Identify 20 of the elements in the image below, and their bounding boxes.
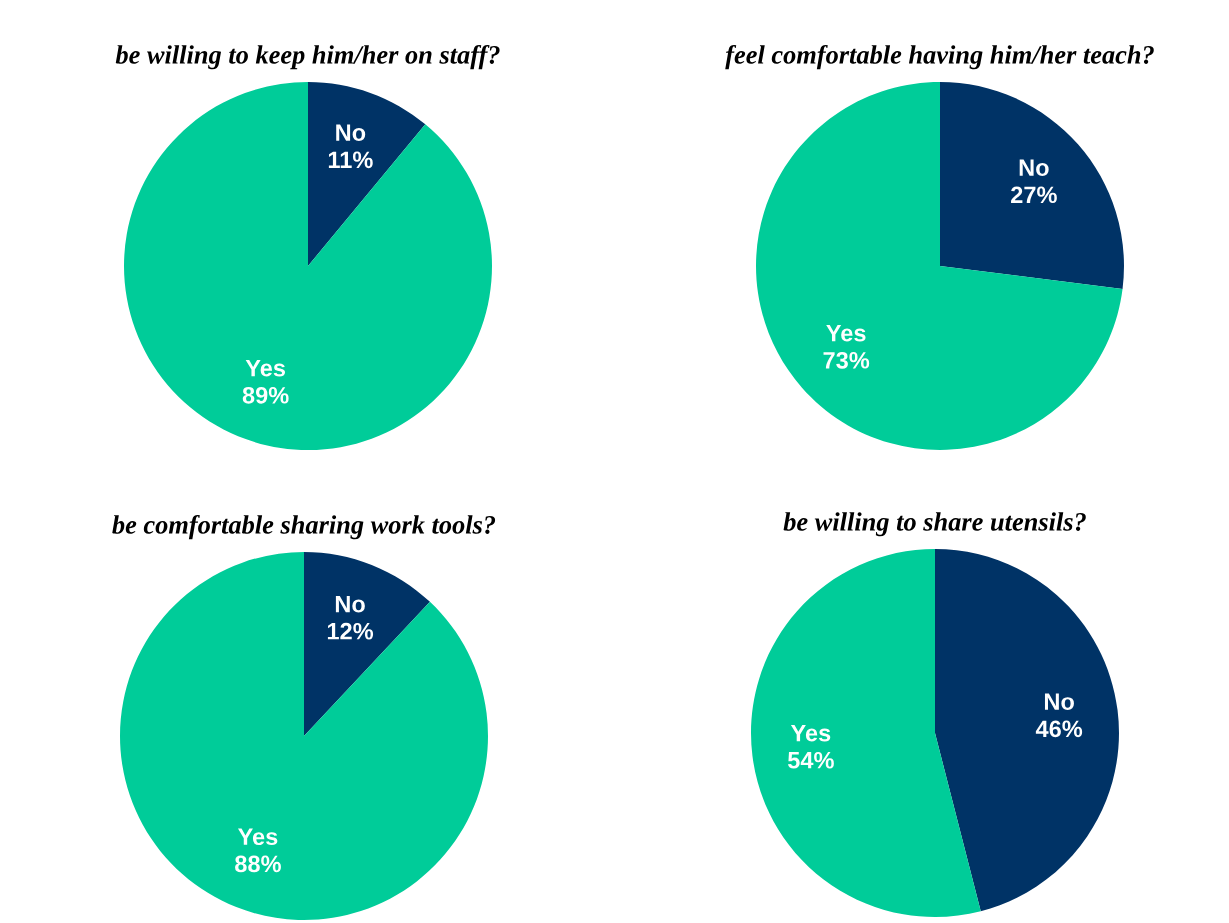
data-label: 27% (1011, 186, 1057, 204)
slice-label: Yes (237, 828, 278, 846)
data-label: 54% (787, 751, 834, 769)
slice-label: No (1044, 693, 1074, 711)
chart-title: feel comfortable having him/her teach? (725, 44, 1154, 70)
slice-label: Yes (245, 360, 286, 377)
chart-title: be comfortable sharing work tools? (112, 514, 496, 540)
data-label: 88% (235, 855, 281, 873)
slice-label: No (1019, 159, 1049, 177)
chart-title: be willing to keep him/her on staff? (115, 44, 500, 70)
chart-title: be willing to share utensils? (783, 512, 1086, 537)
data-label: 46% (1035, 720, 1083, 738)
data-label: 89% (242, 386, 289, 404)
data-label: 12% (327, 622, 374, 640)
slice-label: Yes (826, 325, 866, 342)
data-label: 11% (328, 151, 373, 169)
slice-label: Yes (790, 724, 831, 742)
data-label: 73% (823, 351, 870, 369)
slice-label: No (335, 595, 365, 613)
slice-label: No (336, 124, 366, 142)
